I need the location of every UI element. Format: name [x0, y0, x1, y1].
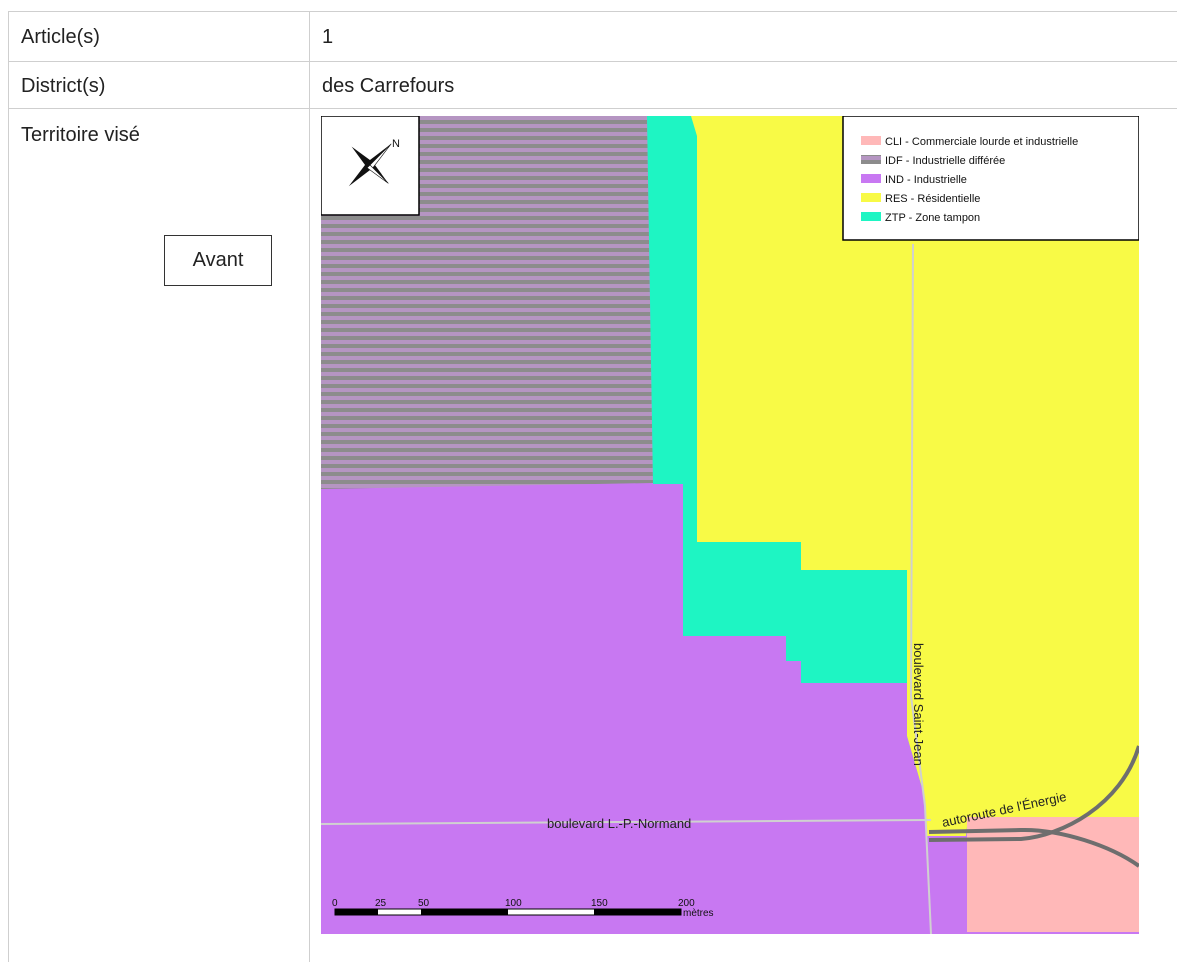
- legend-label: IND - Industrielle: [885, 174, 967, 186]
- scale-unit: mètres: [683, 908, 714, 919]
- scale-tick-label: 0: [332, 898, 338, 909]
- scale-bar: 0 25 50 100 150 200 mètres: [332, 898, 714, 919]
- table-border-row1: [8, 61, 1177, 62]
- article-value: 1: [322, 26, 334, 48]
- normand-line: [321, 819, 932, 825]
- north-label: N: [392, 138, 400, 150]
- zoning-map: boulevard L.-P.-Normand boulevard Saint-…: [321, 116, 1139, 934]
- autoroute-line: [928, 745, 1139, 842]
- table-border-middle: [309, 11, 310, 962]
- legend-swatch: [861, 136, 881, 145]
- saint-jean-label: boulevard Saint-Jean: [911, 643, 926, 766]
- legend-swatch: [861, 174, 881, 183]
- north-arrow: N: [321, 116, 420, 216]
- article-label: Article(s): [21, 26, 100, 48]
- state-label-box: Avant: [164, 235, 272, 286]
- state-label: Avant: [192, 249, 244, 271]
- normand-label: boulevard L.-P.-Normand: [547, 816, 691, 831]
- scale-tick-label: 150: [591, 898, 608, 909]
- legend-label: ZTP - Zone tampon: [885, 212, 980, 224]
- territoire-label: Territoire visé: [21, 124, 140, 146]
- saint-jean-line: [909, 243, 932, 934]
- legend-label: IDF - Industrielle différée: [885, 155, 1005, 167]
- table-border-left: [8, 11, 9, 962]
- legend-swatch: [861, 193, 881, 202]
- legend: CLI - Commerciale lourde et industrielle…: [842, 116, 1139, 241]
- scale-tick-label: 200: [678, 898, 695, 909]
- table-border-top: [8, 11, 1177, 12]
- scale-tick-label: 25: [375, 898, 387, 909]
- autoroute-line-2: [928, 827, 1139, 868]
- residential-zone: [691, 116, 1139, 836]
- district-value: des Carrefours: [322, 75, 455, 97]
- scale-tick-label: 100: [505, 898, 522, 909]
- scale-tick-label: 50: [418, 898, 430, 909]
- legend-swatch: [861, 212, 881, 221]
- district-label: District(s): [21, 75, 106, 97]
- legend-label: RES - Résidentielle: [885, 193, 980, 205]
- compass-rose-icon: [348, 143, 392, 187]
- legend-swatch: [861, 155, 881, 164]
- legend-label: CLI - Commerciale lourde et industrielle: [885, 136, 1078, 148]
- table-border-row2: [8, 108, 1177, 109]
